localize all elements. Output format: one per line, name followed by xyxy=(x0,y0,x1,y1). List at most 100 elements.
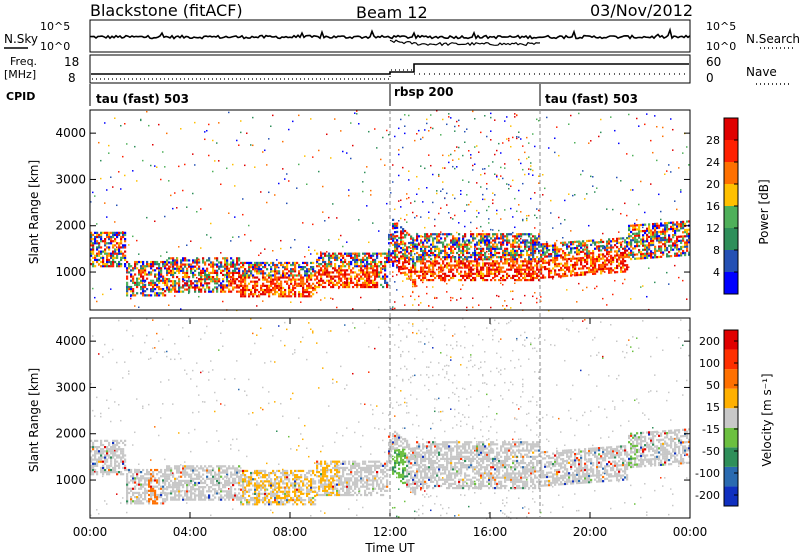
range-cell xyxy=(312,261,315,265)
range-cell xyxy=(286,202,288,205)
range-cell xyxy=(222,269,225,272)
range-cell xyxy=(256,266,259,269)
range-cell xyxy=(178,269,181,272)
range-cell xyxy=(178,278,181,281)
range-cell xyxy=(94,258,97,262)
range-cell xyxy=(320,256,323,259)
range-cell xyxy=(374,273,377,276)
range-cell xyxy=(376,273,379,276)
range-cell xyxy=(182,286,184,289)
range-cell xyxy=(492,243,495,246)
range-cell xyxy=(460,189,462,192)
range-cell xyxy=(152,144,154,146)
range-cell xyxy=(120,246,123,249)
range-cell xyxy=(620,180,622,182)
range-cell xyxy=(616,176,618,179)
range-cell xyxy=(298,274,301,277)
range-cell xyxy=(258,295,261,298)
range-cell xyxy=(134,273,137,276)
range-cell xyxy=(652,225,655,228)
range-cell xyxy=(212,269,215,272)
range-cell xyxy=(402,236,405,239)
range-cell xyxy=(584,260,587,264)
range-cell xyxy=(124,233,127,237)
range-cell xyxy=(624,260,627,263)
range-cell xyxy=(106,452,109,455)
range-cell xyxy=(118,448,121,451)
range-cell xyxy=(120,458,123,461)
range-cell xyxy=(538,268,541,271)
range-cell xyxy=(342,254,345,257)
range-cell xyxy=(648,223,651,226)
range-cell xyxy=(424,248,426,251)
range-cell xyxy=(162,277,165,280)
range-cell xyxy=(498,251,501,255)
range-cell xyxy=(306,272,309,275)
range-cell xyxy=(380,269,383,272)
range-cell xyxy=(484,241,487,244)
range-cell xyxy=(468,276,471,280)
range-cell xyxy=(348,283,351,287)
range-cell xyxy=(444,272,447,275)
range-cell xyxy=(510,249,513,253)
range-cell xyxy=(274,263,277,267)
range-cell xyxy=(174,280,177,283)
range-cell xyxy=(242,278,245,281)
range-cell xyxy=(112,466,115,470)
range-cell xyxy=(596,268,599,271)
range-cell xyxy=(452,297,454,299)
range-cell xyxy=(314,274,317,277)
range-cell xyxy=(252,295,255,298)
range-cell xyxy=(592,270,595,273)
range-cell xyxy=(492,260,495,263)
range-cell xyxy=(464,258,467,261)
range-cell xyxy=(102,265,105,268)
range-cell xyxy=(572,263,575,267)
range-cell xyxy=(478,304,480,306)
range-cell xyxy=(212,267,215,270)
range-cell xyxy=(158,265,161,268)
range-cell xyxy=(166,494,169,497)
range-cell xyxy=(144,285,147,289)
range-cell xyxy=(198,267,201,270)
range-cell xyxy=(436,239,439,242)
range-cell xyxy=(594,264,597,267)
range-cell xyxy=(394,251,397,255)
range-cell xyxy=(214,257,217,260)
range-cell xyxy=(168,324,170,326)
range-cell xyxy=(238,284,241,287)
range-cell xyxy=(684,243,687,246)
range-cell xyxy=(404,244,407,247)
range-cell xyxy=(454,130,456,132)
range-cell xyxy=(458,239,461,242)
range-cell xyxy=(510,207,512,210)
range-cell xyxy=(266,268,269,271)
range-cell xyxy=(330,260,333,264)
range-cell xyxy=(678,250,681,253)
range-cell xyxy=(528,245,531,248)
range-cell xyxy=(168,290,171,293)
range-cell xyxy=(158,496,161,499)
range-cell xyxy=(234,280,237,283)
range-cell xyxy=(648,227,651,230)
range-cell xyxy=(684,251,687,255)
range-cell xyxy=(560,268,563,272)
range-cell xyxy=(356,110,358,112)
range-cell xyxy=(608,267,611,270)
range-cell xyxy=(400,257,403,260)
range-cell xyxy=(186,206,188,208)
range-cell xyxy=(274,270,277,273)
range-cell xyxy=(424,274,427,278)
range-cell xyxy=(408,256,411,259)
range-cell xyxy=(430,268,432,271)
range-cell xyxy=(366,166,368,168)
range-cell xyxy=(402,271,405,275)
range-cell xyxy=(490,256,493,259)
range-cell xyxy=(554,258,557,262)
range-cell xyxy=(522,145,524,147)
range-cell xyxy=(320,254,323,257)
range-cell xyxy=(350,269,353,272)
range-cell xyxy=(118,231,121,234)
range-cell xyxy=(660,224,663,227)
range-cell xyxy=(604,249,607,252)
